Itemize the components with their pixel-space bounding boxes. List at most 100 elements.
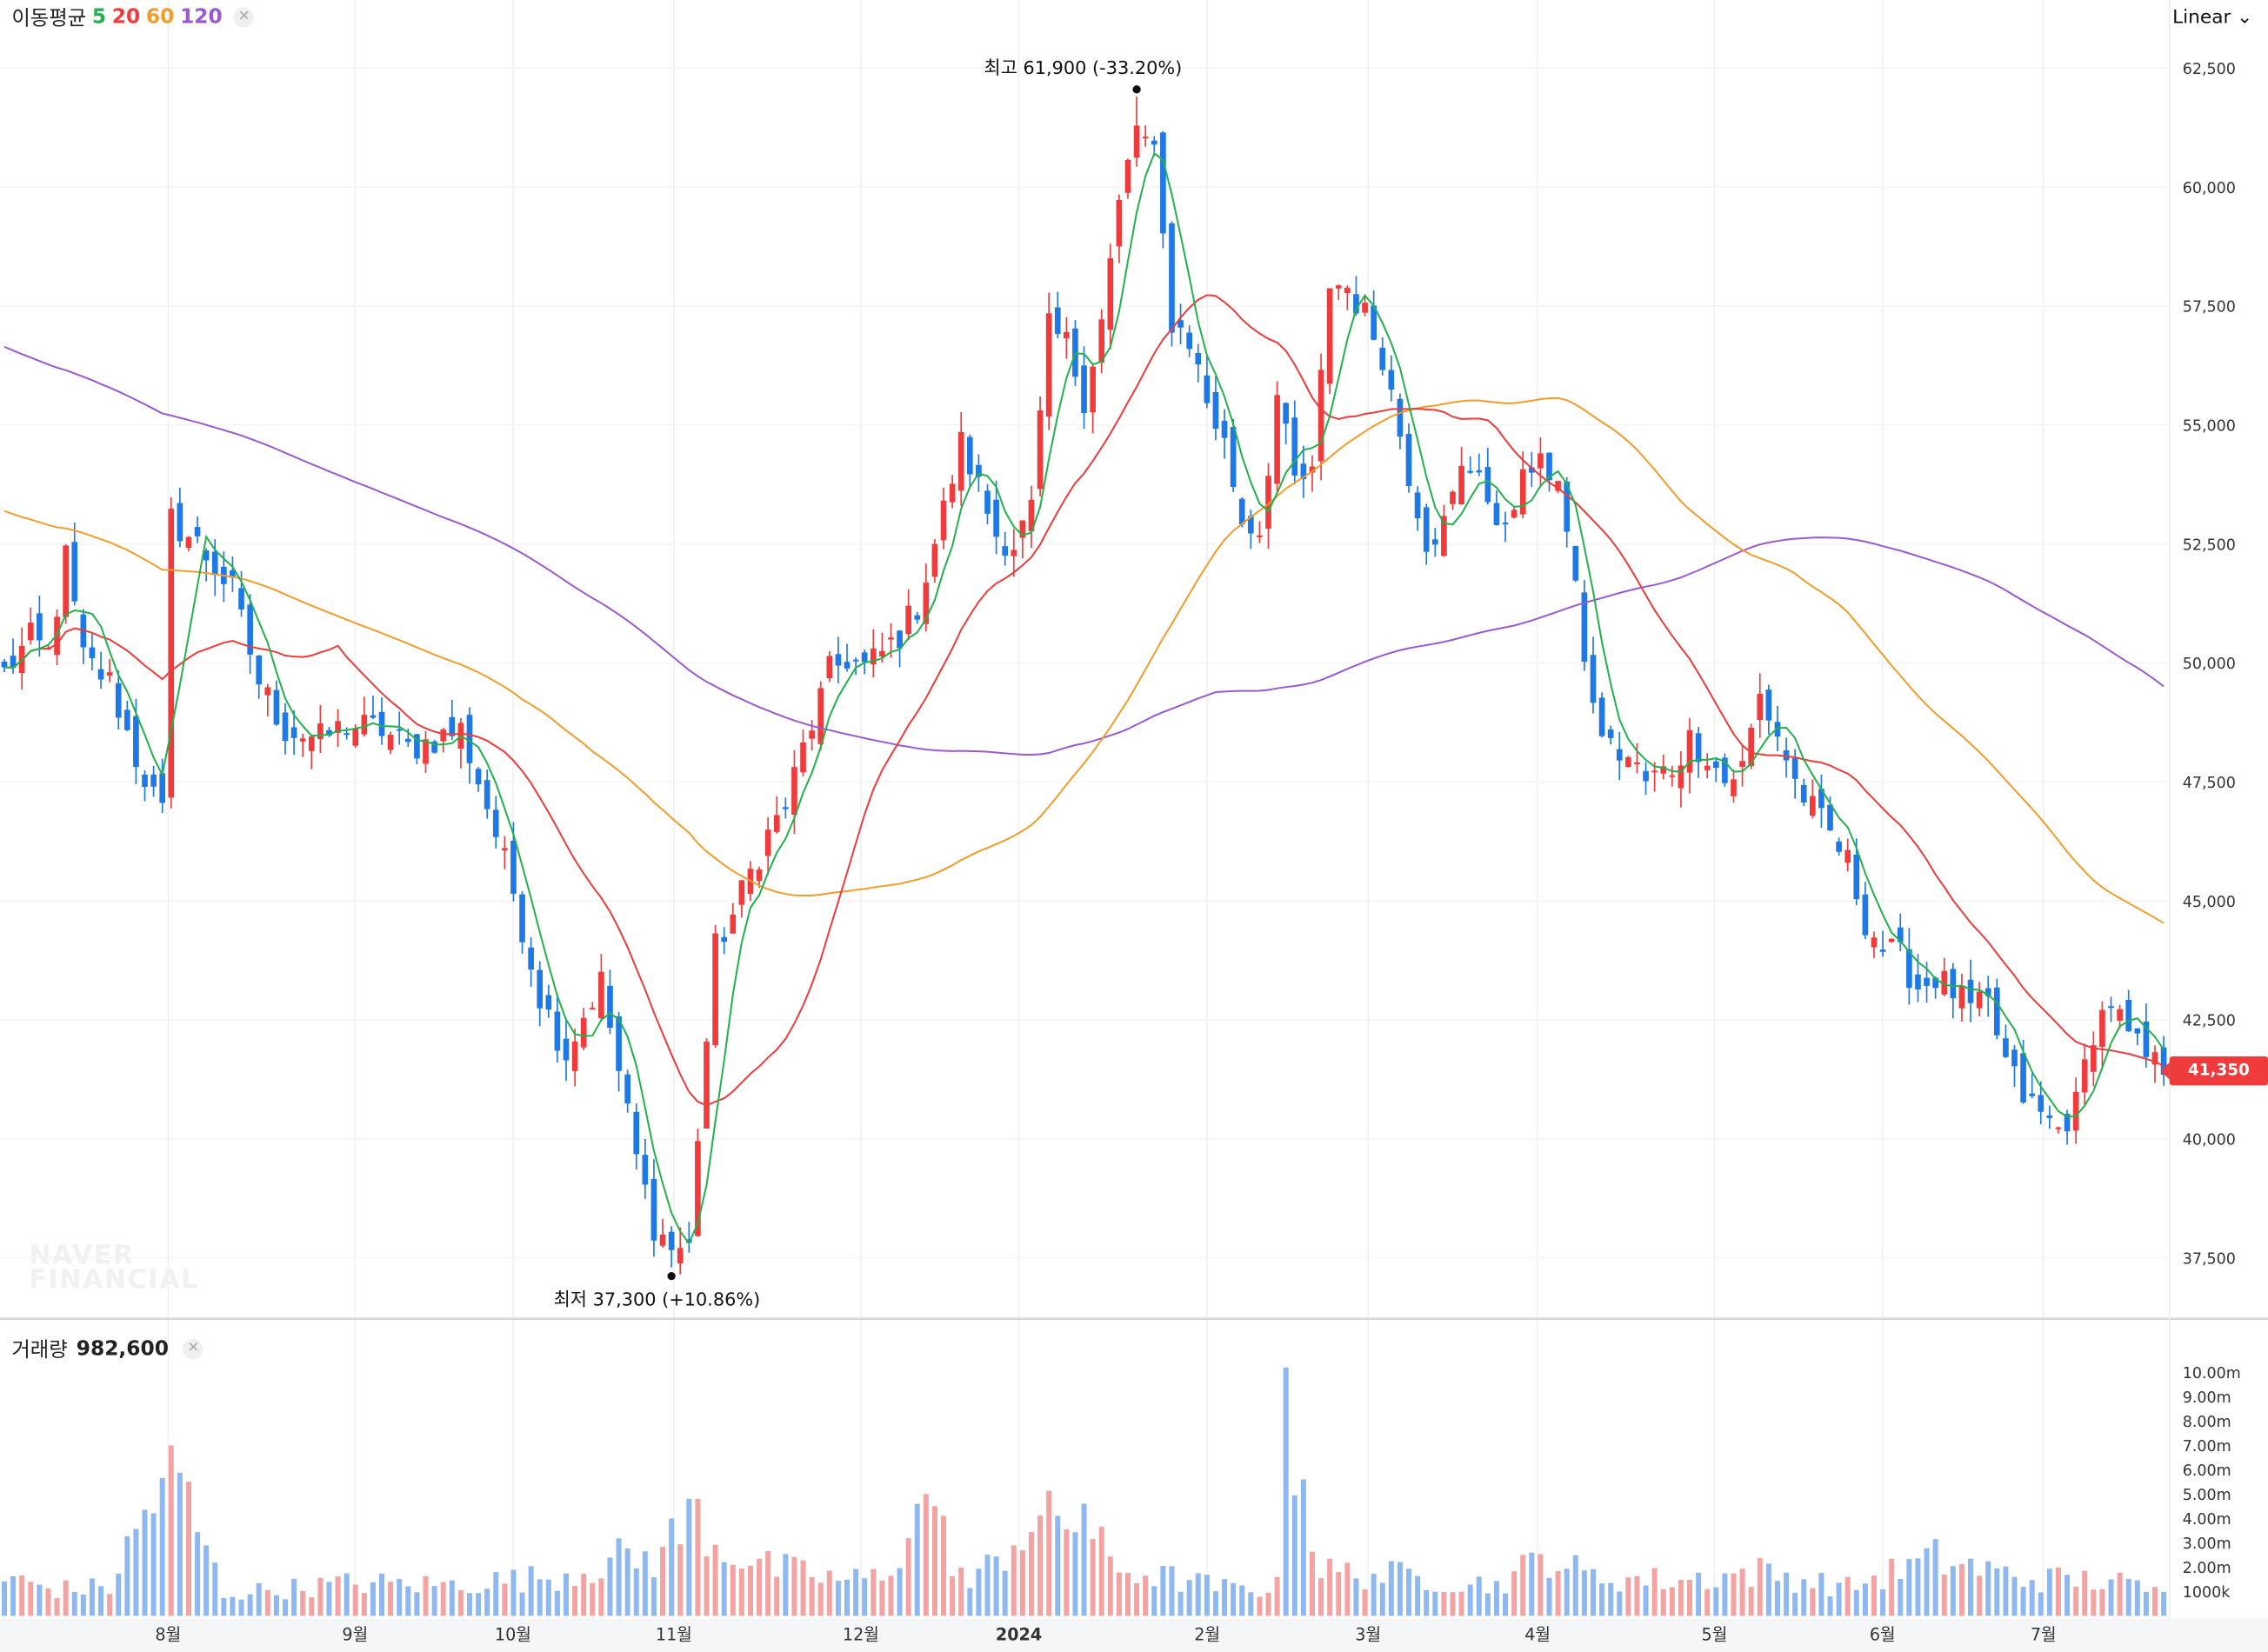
- volume-bar: [1765, 1563, 1771, 1616]
- candle: [800, 729, 806, 776]
- candle: [1712, 756, 1719, 783]
- volume-bar: [2073, 1587, 2079, 1616]
- candle: [71, 523, 78, 606]
- volume-bar: [2046, 1569, 2052, 1616]
- scale-dropdown[interactable]: Linear ⌄: [2172, 7, 2252, 29]
- volume-bar: [879, 1580, 885, 1616]
- volume-bar: [1810, 1588, 1816, 1616]
- price-tick-label: 52,500: [2183, 536, 2236, 554]
- volume-bar: [1379, 1582, 1385, 1616]
- volume-bar: [1134, 1582, 1140, 1616]
- candle: [1590, 636, 1597, 714]
- volume-bar: [1871, 1575, 1877, 1616]
- candle: [1757, 673, 1764, 738]
- candle: [1984, 976, 1991, 1017]
- price-tick-label: 62,500: [2183, 61, 2236, 78]
- candle: [230, 556, 236, 592]
- date-tick-label: 7월: [2031, 1625, 2057, 1645]
- volume-axis: 10.00m 9.00m 8.00m 7.00m 6.00m 5.00m 4.00m 3.00…: [2183, 1365, 2241, 1602]
- volume-bar: [1757, 1557, 1763, 1616]
- volume-bar: [791, 1556, 797, 1616]
- volume-bar: [642, 1551, 648, 1616]
- volume-bar: [133, 1529, 139, 1616]
- volume-bar: [230, 1596, 236, 1616]
- candle: [1379, 336, 1386, 376]
- volume-bar: [686, 1498, 692, 1616]
- candle: [1344, 285, 1351, 310]
- volume-bar: [1538, 1554, 1544, 1616]
- candle: [642, 1138, 649, 1199]
- volume-bar: [1432, 1591, 1438, 1616]
- candle: [2151, 1045, 2158, 1083]
- volume-bar: [1195, 1573, 1201, 1616]
- candle: [63, 543, 69, 624]
- volume-bar: [624, 1548, 630, 1616]
- candle: [308, 736, 315, 769]
- candle: [1643, 762, 1649, 796]
- candle: [1765, 684, 1772, 735]
- candle: [650, 1159, 657, 1257]
- volume-bar: [221, 1597, 227, 1616]
- volume-bar: [545, 1579, 551, 1616]
- candle: [2038, 1081, 2045, 1125]
- candle: [484, 769, 490, 819]
- volume-bar: [757, 1558, 763, 1616]
- volume-bar: [1212, 1591, 1218, 1616]
- candle: [1836, 837, 1842, 856]
- close-icon[interactable]: ✕: [234, 7, 255, 28]
- candle: [984, 483, 991, 525]
- volume-bar: [650, 1577, 657, 1616]
- volume-bar: [537, 1579, 543, 1616]
- candle: [1598, 692, 1605, 738]
- high-annotation-value: 61,900 (-33.20%): [1023, 57, 1183, 79]
- candle: [1019, 520, 1026, 559]
- candle: [835, 636, 842, 684]
- volume-bar: [1222, 1579, 1228, 1616]
- volume-bar: [1098, 1526, 1104, 1616]
- candle: [554, 994, 561, 1063]
- candle: [1546, 451, 1552, 492]
- volume-bar: [1985, 1561, 1991, 1616]
- candle: [194, 516, 201, 543]
- volume-bar: [335, 1576, 341, 1616]
- volume-bar: [1090, 1539, 1096, 1616]
- volume-bar: [590, 1582, 596, 1616]
- close-icon[interactable]: ✕: [183, 1339, 203, 1360]
- price-tick-label: 60,000: [2183, 180, 2236, 197]
- candle: [1607, 725, 1614, 745]
- candle: [1186, 325, 1193, 357]
- candle: [1502, 511, 1509, 543]
- candle: [1704, 753, 1711, 779]
- volume-bar: [1862, 1583, 1868, 1616]
- ma120-line: [3, 345, 2165, 756]
- watermark-line: FINANCIAL: [29, 1265, 199, 1296]
- volume-bar: [1801, 1579, 1807, 1616]
- volume-bar: [967, 1588, 973, 1616]
- volume-bar: [1239, 1585, 1245, 1616]
- candle: [1993, 978, 2000, 1040]
- candle: [502, 836, 508, 869]
- volume-bar: [1968, 1558, 1974, 1616]
- volume-bar: [124, 1536, 130, 1616]
- legend-label: 이동평균: [11, 7, 87, 31]
- candle: [2055, 1126, 2062, 1134]
- volume-bar: [1827, 1595, 1833, 1616]
- volume-bar: [2143, 1591, 2149, 1616]
- candle: [704, 1038, 710, 1129]
- candle: [773, 796, 780, 834]
- chevron-down-icon: ⌄: [2237, 7, 2253, 30]
- candle: [1362, 294, 1368, 316]
- candle: [1274, 381, 1280, 495]
- candle: [563, 1017, 570, 1082]
- volume-bar: [28, 1582, 34, 1616]
- volume-bar: [247, 1594, 253, 1616]
- candle: [2046, 1105, 2053, 1129]
- volume-bar: [1484, 1593, 1491, 1616]
- candle: [1879, 930, 1886, 957]
- volume-bar: [317, 1577, 324, 1616]
- volume-bar: [1336, 1572, 1342, 1616]
- volume-bar: [405, 1586, 411, 1616]
- volume-bar: [941, 1515, 947, 1616]
- candle: [1116, 194, 1123, 263]
